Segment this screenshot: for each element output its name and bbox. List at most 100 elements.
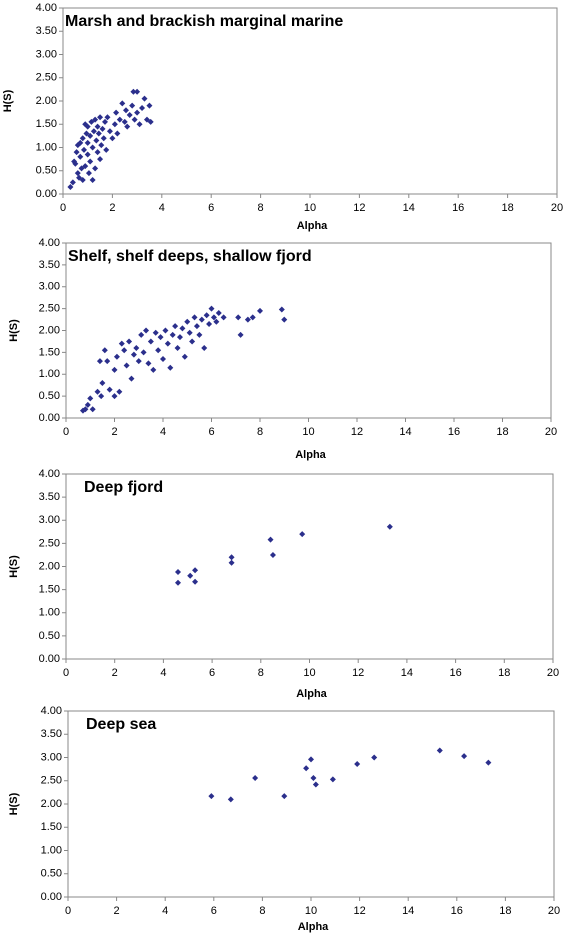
data-point: [109, 135, 116, 142]
data-point: [116, 388, 123, 395]
data-point: [131, 116, 138, 123]
x-tick-label: 14: [402, 905, 414, 917]
y-tick-label: 3.00: [36, 48, 57, 60]
data-point: [82, 406, 89, 413]
data-point: [228, 559, 235, 566]
data-point: [371, 754, 378, 761]
x-tick-label: 14: [403, 202, 415, 214]
x-tick-label: 14: [401, 667, 413, 679]
data-point: [308, 756, 314, 763]
data-point: [146, 102, 153, 109]
x-tick-label: 14: [399, 426, 411, 438]
data-point: [90, 128, 97, 135]
y-tick-label: 1.00: [36, 141, 57, 153]
data-point: [77, 153, 84, 160]
data-point: [88, 118, 95, 125]
x-tick-label: 4: [162, 905, 168, 917]
x-tick-label: 8: [258, 202, 264, 214]
x-tick-label: 16: [449, 667, 461, 679]
data-point: [252, 774, 259, 781]
data-point: [461, 753, 468, 760]
data-point: [281, 793, 288, 800]
x-tick-label: 2: [112, 667, 118, 679]
x-tick-label: 12: [353, 202, 365, 214]
data-point: [123, 362, 130, 369]
y-tick-label: 3.50: [41, 728, 62, 740]
x-tick-label: 2: [114, 905, 120, 917]
y-tick-label: 1.50: [36, 118, 57, 130]
x-tick-label: 20: [547, 667, 559, 679]
data-point: [228, 554, 235, 561]
x-tick-label: 16: [452, 202, 464, 214]
data-point: [133, 345, 140, 351]
data-point: [138, 331, 145, 338]
x-tick-label: 0: [63, 667, 69, 679]
data-point: [87, 158, 94, 165]
data-point: [79, 177, 86, 184]
data-point: [113, 109, 120, 116]
data-point: [104, 114, 111, 121]
data-point: [114, 130, 121, 137]
data-point: [103, 146, 110, 153]
data-point: [89, 406, 96, 413]
x-tick-label: 10: [303, 667, 315, 679]
data-point: [92, 116, 99, 123]
data-point: [267, 536, 274, 543]
y-tick-label: 2.00: [39, 324, 60, 336]
data-point: [94, 123, 101, 130]
data-point: [140, 349, 147, 356]
x-tick-label: 0: [60, 202, 66, 214]
x-tick-label: 2: [111, 426, 117, 438]
data-point: [106, 386, 113, 393]
y-axis-label: H(S): [8, 319, 20, 342]
data-point: [237, 331, 244, 338]
data-point: [87, 132, 94, 139]
data-point: [97, 114, 104, 121]
data-point: [93, 137, 100, 144]
y-tick-label: 0.50: [39, 630, 60, 642]
x-tick-label: 18: [498, 667, 510, 679]
y-tick-label: 2.50: [41, 775, 62, 787]
data-point: [164, 340, 171, 347]
data-point: [72, 160, 79, 167]
data-point: [299, 531, 306, 538]
data-point: [244, 316, 251, 323]
y-tick-label: 3.50: [36, 25, 57, 37]
data-point: [203, 312, 210, 319]
data-point: [143, 116, 150, 123]
data-point: [79, 135, 86, 142]
data-point: [118, 340, 125, 347]
x-tick-label: 12: [352, 667, 364, 679]
y-tick-label: 4.00: [41, 705, 62, 717]
data-point: [135, 358, 142, 365]
data-point: [121, 347, 128, 354]
x-tick-label: 8: [257, 426, 263, 438]
x-tick-label: 0: [65, 905, 71, 917]
y-tick-label: 4.00: [36, 2, 57, 14]
data-point: [106, 128, 113, 135]
data-point: [210, 314, 217, 321]
data-point: [436, 747, 443, 754]
data-point: [235, 314, 242, 321]
x-tick-label: 6: [208, 426, 214, 438]
data-point: [116, 116, 123, 123]
data-point: [176, 334, 183, 341]
chart-title: Marsh and brackish marginal marine: [65, 13, 343, 30]
data-point: [147, 118, 154, 125]
y-axis-label: H(S): [8, 792, 20, 815]
data-point: [141, 95, 148, 102]
x-tick-label: 4: [160, 667, 166, 679]
x-tick-label: 18: [501, 202, 513, 214]
y-tick-label: 1.50: [39, 584, 60, 596]
data-point: [89, 144, 96, 151]
data-point: [150, 366, 157, 373]
data-point: [172, 323, 179, 330]
x-tick-label: 10: [304, 202, 316, 214]
data-point: [69, 179, 76, 186]
data-point: [104, 358, 111, 365]
x-tick-label: 4: [160, 426, 166, 438]
data-point: [220, 314, 227, 321]
data-point: [78, 165, 85, 172]
x-tick-label: 4: [159, 202, 165, 214]
